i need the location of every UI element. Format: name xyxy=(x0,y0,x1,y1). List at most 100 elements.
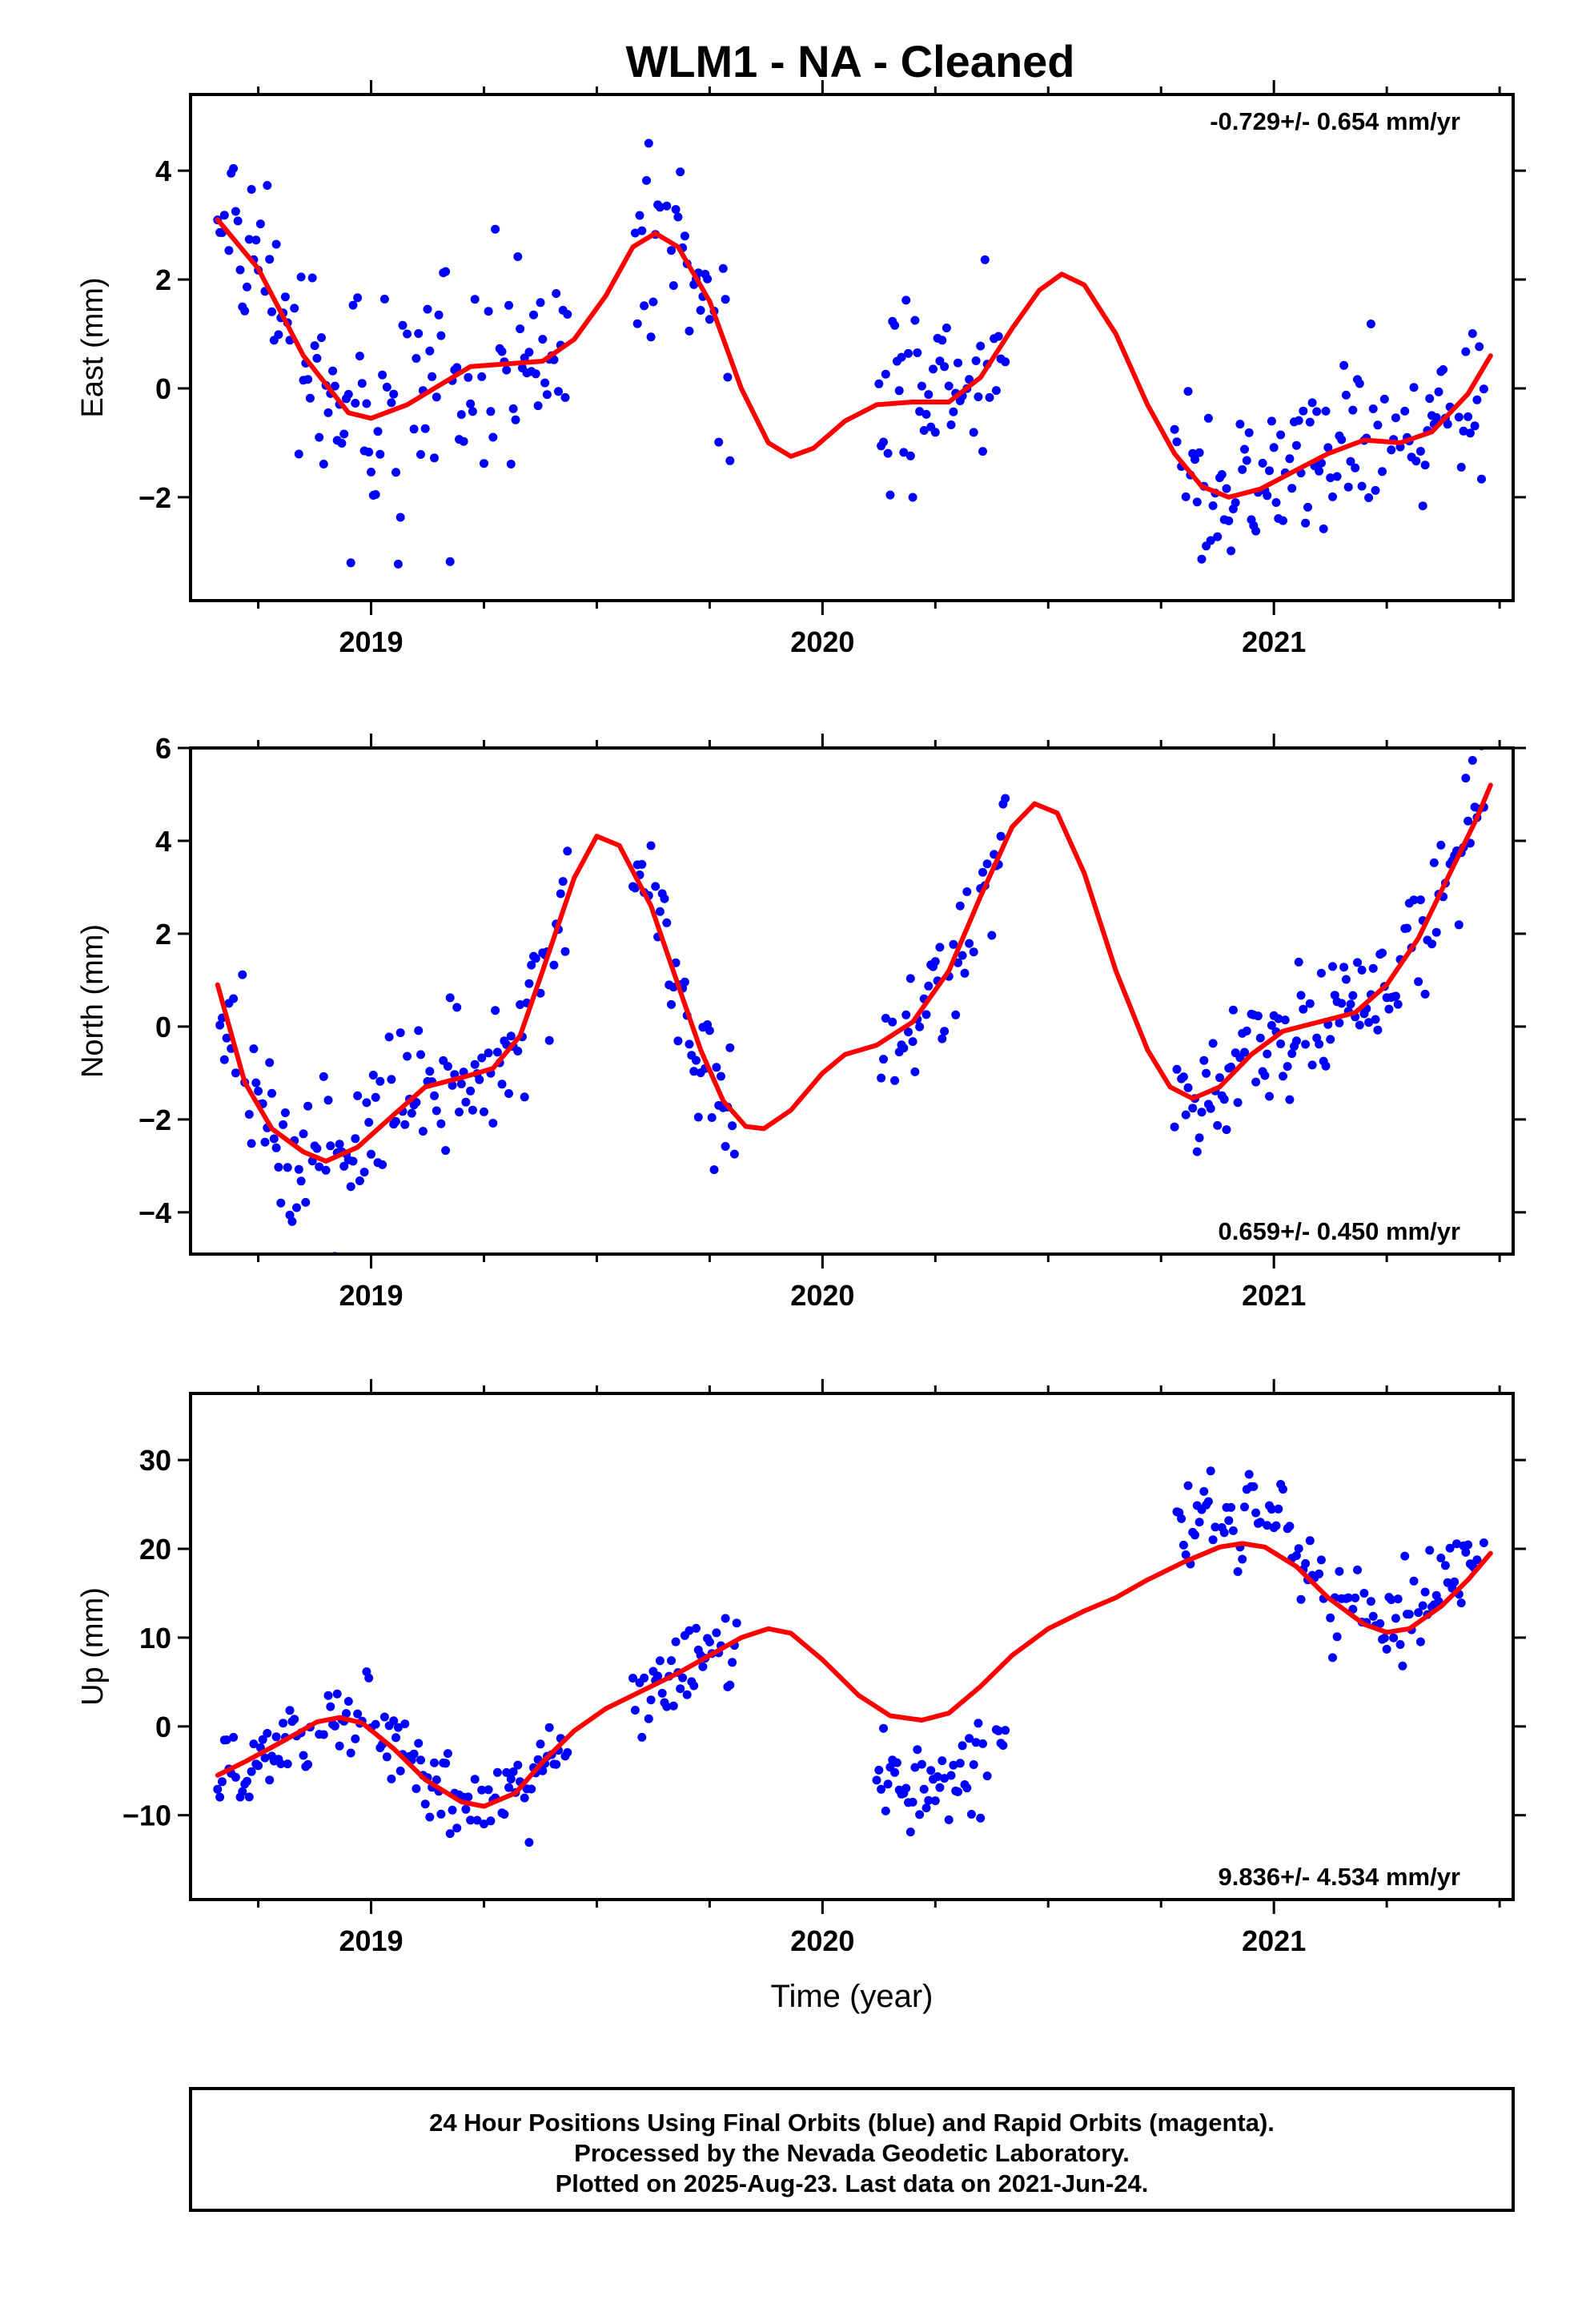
north-point xyxy=(996,831,1006,841)
up-point xyxy=(1418,1601,1427,1610)
north-point xyxy=(1429,858,1439,867)
north-point xyxy=(387,1075,396,1084)
up-point xyxy=(946,1771,956,1780)
east-point xyxy=(1321,406,1331,416)
up-point xyxy=(1178,1540,1188,1550)
up-point xyxy=(1389,1633,1399,1642)
north-point xyxy=(371,1092,380,1102)
north-frame xyxy=(189,746,1515,1256)
east-point xyxy=(890,320,900,330)
east-point xyxy=(240,306,250,316)
east-point xyxy=(929,364,938,374)
east-point xyxy=(1307,398,1317,408)
north-point xyxy=(544,1035,554,1045)
east-point xyxy=(930,428,940,437)
north-point xyxy=(1280,1015,1290,1025)
up-point xyxy=(464,1792,473,1802)
north-point xyxy=(430,1091,439,1100)
north-point xyxy=(1192,1147,1202,1156)
up-point xyxy=(1244,1470,1254,1479)
up-point xyxy=(1191,1530,1199,1540)
up-point xyxy=(563,1747,572,1757)
east-point xyxy=(1315,466,1324,476)
north-point xyxy=(1199,1055,1209,1065)
east-point xyxy=(414,329,424,338)
footer-box: 24 Hour Positions Using Final Orbits (bl… xyxy=(189,2087,1515,2212)
east-point xyxy=(423,304,432,314)
north-point xyxy=(890,1076,900,1085)
up-point xyxy=(1328,1653,1337,1663)
up-point xyxy=(285,1706,295,1715)
north-point xyxy=(712,1063,721,1072)
north-point xyxy=(299,1129,308,1139)
north-point xyxy=(930,957,940,967)
north-point xyxy=(283,1163,292,1172)
east-point xyxy=(524,348,534,357)
up-point xyxy=(954,1787,962,1796)
north-fit-line xyxy=(215,782,1493,1164)
up-point xyxy=(229,1732,239,1742)
up-point xyxy=(1479,1538,1488,1547)
north-points xyxy=(215,748,1488,1254)
east-point xyxy=(263,181,272,190)
east-point xyxy=(1203,413,1213,423)
north-point xyxy=(1228,1005,1238,1015)
north-point xyxy=(655,907,665,916)
east-point xyxy=(662,201,672,211)
east-point xyxy=(1387,445,1396,455)
east-point xyxy=(425,346,435,356)
north-point xyxy=(375,1076,385,1086)
east-point xyxy=(897,352,906,362)
east-point xyxy=(319,460,328,468)
east-point xyxy=(1287,484,1297,493)
north-point xyxy=(251,1078,261,1088)
north-point xyxy=(721,1142,730,1151)
north-point xyxy=(558,877,568,887)
up-point xyxy=(500,1810,509,1819)
east-point xyxy=(416,450,425,459)
north-point xyxy=(400,1120,410,1129)
east-ytick-label: 0 xyxy=(155,372,171,405)
east-point xyxy=(1373,420,1383,430)
up-point xyxy=(1343,1593,1353,1602)
up-point xyxy=(1240,1502,1249,1512)
east-point xyxy=(640,301,649,311)
north-point xyxy=(287,1216,297,1226)
east-point xyxy=(637,226,647,235)
up-point xyxy=(933,1772,942,1781)
north-point xyxy=(1001,794,1010,803)
up-point xyxy=(1351,1593,1360,1602)
up-point xyxy=(910,1763,920,1772)
north-point xyxy=(877,1073,886,1083)
up-point xyxy=(971,1738,981,1747)
up-point xyxy=(1326,1613,1335,1622)
east-point xyxy=(1400,406,1410,416)
up-point xyxy=(254,1761,263,1771)
up-point xyxy=(412,1784,421,1793)
up-x-axis-label: Time (year) xyxy=(771,1979,934,2014)
up-point xyxy=(544,1723,554,1732)
east-point xyxy=(389,389,399,399)
up-point xyxy=(667,1656,676,1666)
east-point xyxy=(725,456,735,465)
up-point xyxy=(222,1735,231,1745)
north-point xyxy=(260,1137,270,1147)
up-point xyxy=(218,1777,227,1787)
up-point xyxy=(1228,1526,1238,1535)
north-point xyxy=(416,1050,425,1059)
east-point xyxy=(1181,492,1191,501)
north-point xyxy=(265,1058,275,1068)
north-point xyxy=(391,1116,400,1126)
east-point xyxy=(323,408,333,417)
east-point xyxy=(296,272,306,282)
east-point xyxy=(382,382,391,392)
up-point xyxy=(637,1732,647,1742)
east-point xyxy=(985,392,994,402)
east-point xyxy=(529,310,538,320)
east-point xyxy=(1456,462,1466,472)
east-point xyxy=(632,319,642,328)
east-point xyxy=(1431,412,1441,422)
north-ytick-label: 4 xyxy=(155,825,171,858)
up-point xyxy=(387,1774,396,1783)
north-point xyxy=(1305,999,1315,1008)
